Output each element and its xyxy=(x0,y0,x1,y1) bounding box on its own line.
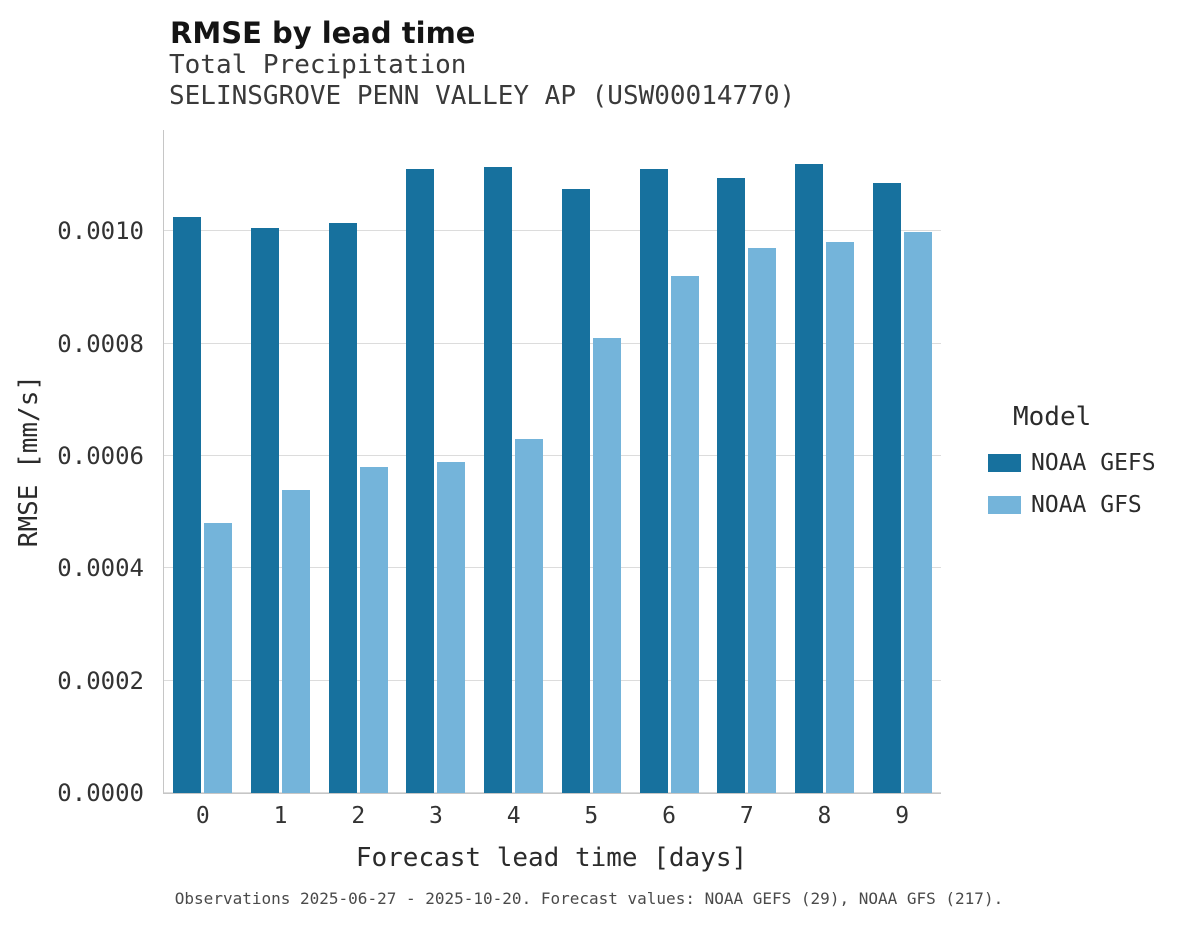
x-tick-label: 4 xyxy=(506,803,521,829)
x-axis-title: Forecast lead time [days] xyxy=(355,843,748,873)
y-tick-label: 0.0000 xyxy=(57,779,144,807)
bar-noaa-gfs-day-8 xyxy=(825,242,854,793)
bar-noaa-gefs-day-9 xyxy=(872,183,901,793)
gridline xyxy=(164,454,941,456)
x-tick-label: 3 xyxy=(429,803,443,829)
y-tick-label: 0.0004 xyxy=(57,554,144,583)
bar-noaa-gfs-day-0 xyxy=(204,523,233,793)
legend: Model NOAA GEFS NOAA GFS xyxy=(988,402,1156,534)
gridline xyxy=(164,792,941,793)
plot-panel: 0.0000 0.0002 0.0004 0.0006 0.0008 0.0010 0 1 2 3… xyxy=(57,130,941,828)
legend-swatch-icon xyxy=(988,496,1021,514)
bar-noaa-gefs-day-1 xyxy=(251,228,280,793)
x-tick-label: 7 xyxy=(739,803,754,829)
bar-noaa-gefs-day-0 xyxy=(173,217,202,793)
legend-title: Model xyxy=(1013,402,1092,432)
x-tick-label: 9 xyxy=(895,803,910,829)
bar-noaa-gefs-day-4 xyxy=(484,166,513,793)
gridline xyxy=(164,567,941,569)
legend-entries: NOAA GEFS NOAA GFS xyxy=(988,450,1156,518)
bar-noaa-gefs-day-3 xyxy=(406,169,435,793)
legend-swatch-icon xyxy=(988,454,1021,472)
legend-entry: NOAA GEFS xyxy=(988,450,1156,476)
bar-noaa-gfs-day-9 xyxy=(903,232,932,793)
bar-noaa-gfs-day-2 xyxy=(359,467,388,793)
bar-noaa-gfs-day-1 xyxy=(282,489,311,793)
gridline xyxy=(164,230,941,232)
x-tick-label: 5 xyxy=(584,803,599,829)
y-tick-label: 0.0006 xyxy=(57,441,144,470)
bar-noaa-gfs-day-5 xyxy=(592,337,621,793)
y-axis-title-text: RMSE [mm/s] xyxy=(14,375,44,548)
bar-noaa-gefs-day-6 xyxy=(639,169,668,793)
figure-caption: Observations 2025-06-27 - 2025-10-20. Fo… xyxy=(174,889,1004,908)
bar-noaa-gefs-day-5 xyxy=(561,189,590,793)
x-tick-label: 0 xyxy=(195,803,210,829)
x-tick-label: 1 xyxy=(273,803,288,829)
y-tick-label: 0.0008 xyxy=(57,329,144,358)
bar-noaa-gfs-day-3 xyxy=(437,461,466,793)
y-tick-label: 0.0002 xyxy=(57,666,144,695)
bar-noaa-gfs-day-6 xyxy=(670,276,699,793)
y-tick-label: 0.0010 xyxy=(57,217,144,246)
bar-noaa-gefs-day-2 xyxy=(328,222,357,793)
x-tick-label: 8 xyxy=(817,803,832,829)
bar-noaa-gfs-day-4 xyxy=(515,439,544,793)
bar-noaa-gefs-day-7 xyxy=(717,177,746,793)
bar-noaa-gfs-day-7 xyxy=(748,248,777,793)
gridline xyxy=(164,679,941,681)
chart-title: RMSE by lead time xyxy=(170,16,476,50)
legend-label: NOAA GEFS xyxy=(1031,450,1156,476)
x-tick-label: 6 xyxy=(662,803,676,829)
legend-entry: NOAA GFS xyxy=(988,492,1156,518)
bar-noaa-gefs-day-8 xyxy=(794,163,823,793)
legend-label: NOAA GFS xyxy=(1031,492,1142,518)
chart-subtitle-variable: Total Precipitation xyxy=(169,50,467,80)
chart-subtitle-station: SELINSGROVE PENN VALLEY AP (USW00014770) xyxy=(169,81,796,111)
x-tick-label: 2 xyxy=(351,803,366,829)
gridline xyxy=(164,342,941,344)
y-axis-title: RMSE [mm/s] xyxy=(12,130,46,793)
